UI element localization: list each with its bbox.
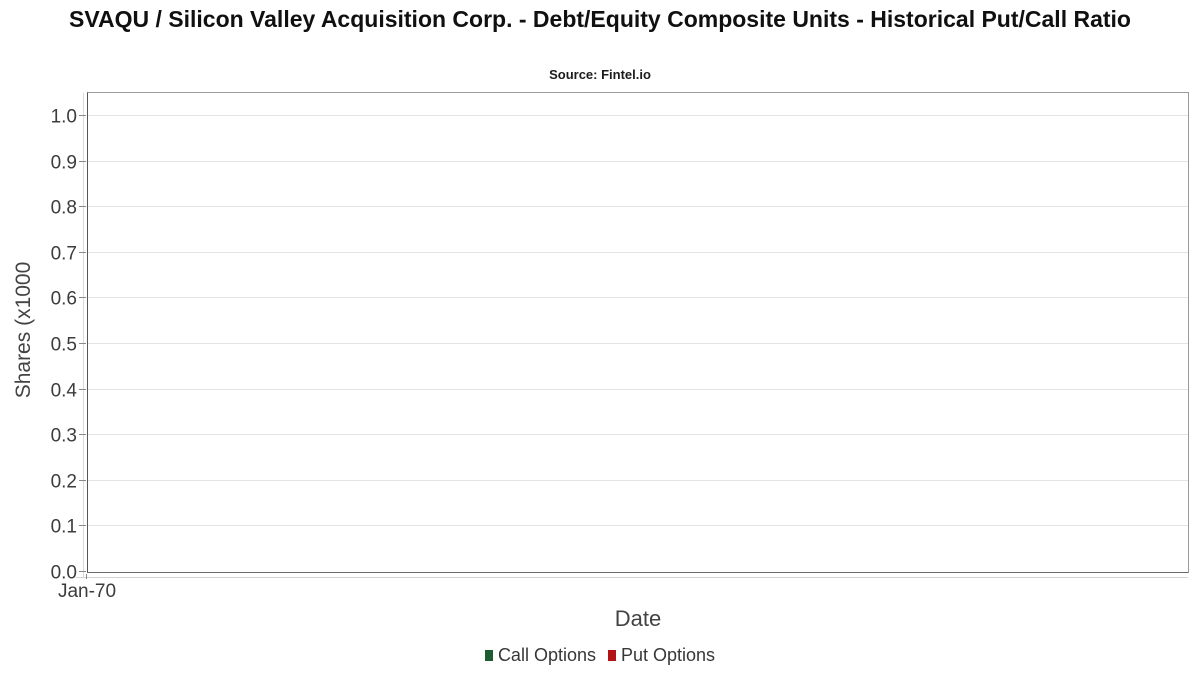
legend-item-put-options[interactable]: Put Options — [607, 645, 716, 666]
y-tick-mark — [79, 571, 86, 572]
y-gridline — [88, 389, 1188, 390]
y-tick-label: 0.1 — [50, 516, 77, 538]
y-tick-mark — [79, 480, 86, 481]
y-gridline — [88, 252, 1188, 253]
x-tick-label: Jan-70 — [57, 581, 117, 602]
y-tick-label: 0.5 — [50, 334, 77, 356]
y-gridline — [88, 297, 1188, 298]
y-gridline — [88, 115, 1188, 116]
y-tick-mark — [79, 525, 86, 526]
y-tick-label: 1.0 — [50, 106, 77, 128]
y-gridline — [88, 343, 1188, 344]
legend-label-call-options: Call Options — [497, 645, 596, 665]
y-gridline — [88, 480, 1188, 481]
y-tick-mark — [79, 206, 86, 207]
y-gridline — [88, 434, 1188, 435]
y-gridline — [88, 161, 1188, 162]
y-tick-label: 0.7 — [50, 243, 77, 265]
y-gridline — [88, 206, 1188, 207]
y-tick-mark — [79, 343, 86, 344]
y-axis-shadow-line — [83, 93, 84, 578]
y-tick-label: 0.6 — [50, 288, 77, 310]
y-tick-label: 0.9 — [50, 152, 77, 174]
x-tick-mark — [86, 574, 87, 579]
y-tick-label: 0.0 — [50, 562, 77, 584]
y-tick-mark — [79, 252, 86, 253]
y-tick-label: 0.8 — [50, 197, 77, 219]
y-tick-mark — [79, 115, 86, 116]
x-axis-ticks: Jan-70 — [58, 581, 1189, 605]
y-tick-mark — [79, 297, 86, 298]
legend: Call Options Put Options — [0, 645, 1200, 666]
y-tick-mark — [79, 434, 86, 435]
x-axis-shadow-line — [76, 577, 1188, 578]
plot-area[interactable] — [76, 92, 1189, 578]
y-axis-ticks: 0.0 0.1 0.2 0.3 0.4 0.5 0.6 0.7 0.8 0.9 1.0 — [0, 92, 77, 583]
y-tick-mark — [79, 389, 86, 390]
x-axis-title: Date — [614, 606, 662, 631]
y-tick-label: 0.2 — [50, 471, 77, 493]
y-gridline — [88, 525, 1188, 526]
y-tick-label: 0.3 — [50, 425, 77, 447]
call-options-marker-icon — [484, 650, 493, 661]
chart-title: SVAQU / Silicon Valley Acquisition Corp.… — [69, 6, 1131, 32]
y-tick-label: 0.4 — [50, 380, 77, 402]
legend-item-call-options[interactable]: Call Options — [484, 645, 596, 666]
legend-label-put-options: Put Options — [620, 645, 716, 665]
put-options-marker-icon — [607, 650, 616, 661]
y-tick-mark — [79, 161, 86, 162]
chart-subtitle: Source: Fintel.io — [549, 67, 651, 82]
